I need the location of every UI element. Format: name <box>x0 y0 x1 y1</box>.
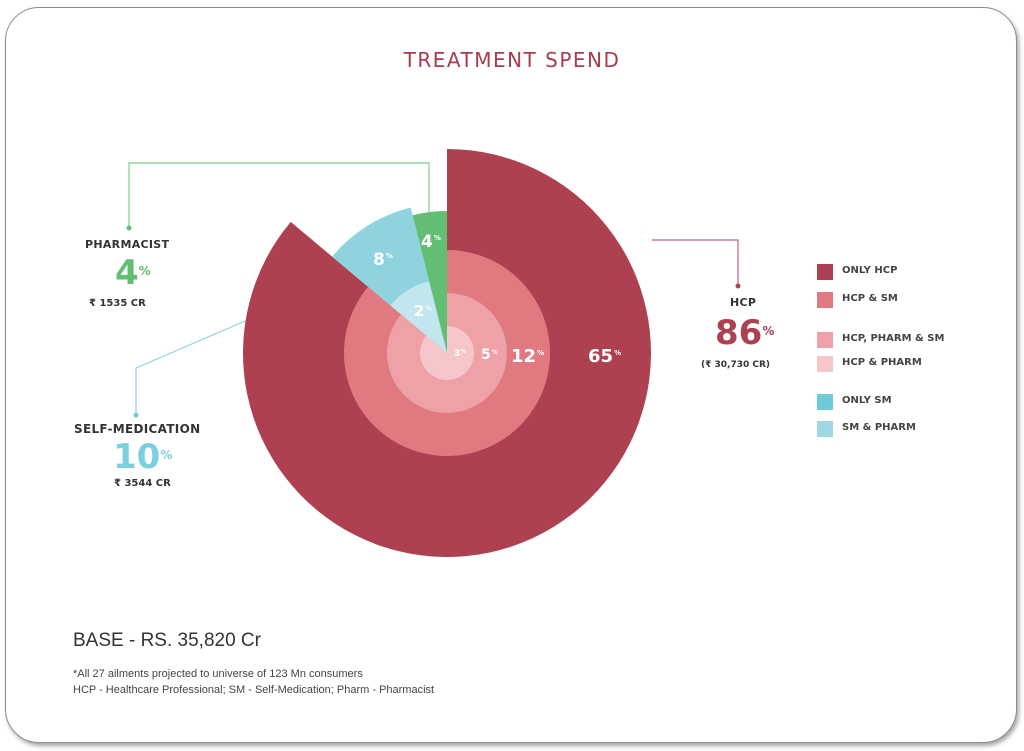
data-label-3: 3% <box>454 349 466 359</box>
legend-label: ONLY SM <box>842 395 892 406</box>
legend-swatch <box>817 292 833 308</box>
data-label-2: 2% <box>414 302 431 320</box>
legend-label: HCP & PHARM <box>842 357 922 368</box>
self-medication-amount: ₹ 3544 CR <box>114 478 171 489</box>
legend-swatch <box>817 264 833 280</box>
hcp-connector <box>652 239 739 286</box>
legend-item: HCP, PHARM & SM <box>817 330 1017 348</box>
data-label-5: 5% <box>481 347 498 363</box>
legend-label: SM & PHARM <box>842 422 916 433</box>
hcp-connector-dot <box>735 283 741 289</box>
hcp-label: HCP <box>730 296 757 309</box>
self-medication-label: SELF-MEDICATION <box>74 422 201 436</box>
pharmacist-connector <box>128 162 430 228</box>
data-label-8: 8% <box>373 250 393 270</box>
hcp-pharm-sector <box>419 326 474 380</box>
data-label-4: 4% <box>421 232 441 252</box>
pharmacist-percent: 4% <box>115 253 151 293</box>
legend-item: ONLY HCP <box>817 262 1017 280</box>
legend-swatch <box>817 421 833 437</box>
sm-pharm-sector <box>390 281 447 353</box>
legend-swatch <box>817 332 833 348</box>
hcp-percent: 86% <box>715 313 775 353</box>
pharmacist-amount: ₹ 1535 CR <box>89 298 146 309</box>
sm-connector-dot <box>133 412 139 418</box>
pharmacist-label: PHARMACIST <box>85 238 170 251</box>
pharmacist-connector-dot <box>126 225 132 231</box>
hcp-amount: (₹ 30,730 CR) <box>701 360 771 370</box>
legend-swatch <box>817 394 833 410</box>
self-medication-percent: 10% <box>113 437 173 477</box>
footnote-ailments: *All 27 ailments projected to universe o… <box>73 668 363 680</box>
footnote-abbreviations: HCP - Healthcare Professional; SM - Self… <box>73 684 435 696</box>
legend-label: HCP, PHARM & SM <box>842 333 945 344</box>
data-label-65: 65% <box>588 346 621 367</box>
data-label-12: 12% <box>511 346 544 367</box>
legend-item: SM & PHARM <box>817 419 1017 437</box>
base-total: BASE - RS. 35,820 Cr <box>73 630 261 651</box>
legend-label: HCP & SM <box>842 293 898 304</box>
legend-label: ONLY HCP <box>842 265 898 276</box>
legend-item: ONLY SM <box>817 392 1017 410</box>
legend-item: HCP & PHARM <box>817 354 1017 372</box>
chart-title: TREATMENT SPEND <box>403 48 621 72</box>
pharmacist-sector <box>412 211 447 353</box>
legend-item: HCP & SM <box>817 290 1017 308</box>
legend-swatch <box>817 356 833 372</box>
